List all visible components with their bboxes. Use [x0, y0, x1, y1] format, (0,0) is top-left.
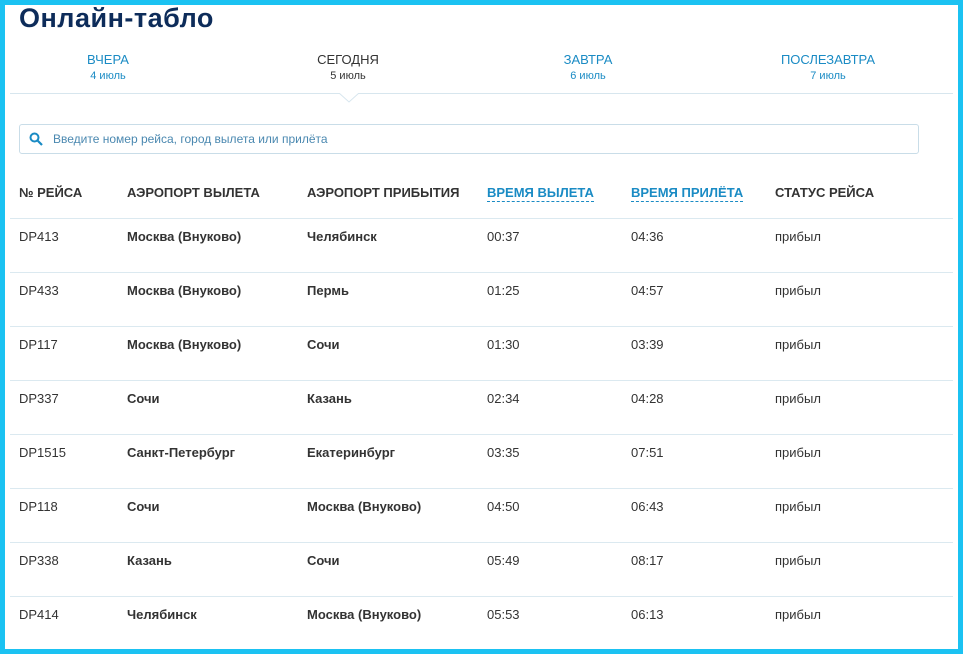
row-divider [10, 380, 953, 381]
column-header[interactable]: ВРЕМЯ ВЫЛЕТА [487, 185, 594, 202]
table-cell: Казань [127, 553, 172, 568]
table-cell: DP1515 [19, 445, 66, 460]
table-cell: 04:28 [631, 391, 664, 406]
table-cell: прибыл [775, 553, 821, 568]
table-cell: Москва (Внуково) [127, 337, 242, 352]
tab-date: 6 июль [570, 70, 606, 82]
active-notch [339, 93, 359, 103]
table-cell: 05:49 [487, 553, 520, 568]
table-cell: DP433 [19, 283, 59, 298]
table-cell: Санкт-Петербург [127, 445, 236, 460]
table-cell: 06:13 [631, 607, 664, 622]
table-cell: Пермь [307, 283, 349, 298]
row-divider [10, 488, 953, 489]
tab-label: ПОСЛЕЗАВТРА [780, 52, 876, 67]
table-cell: прибыл [775, 445, 821, 460]
row-divider [10, 596, 953, 597]
day-tab[interactable]: ПОСЛЕЗАВТРА 7 июль [728, 52, 928, 82]
table-cell: Челябинск [307, 229, 377, 244]
table-cell: Казань [307, 391, 352, 406]
column-header: СТАТУС РЕЙСА [775, 185, 875, 200]
day-tab[interactable]: ВЧЕРА 4 июль [8, 52, 208, 82]
row-divider [10, 542, 953, 543]
table-cell: Москва (Внуково) [127, 283, 242, 298]
table-cell: DP117 [19, 337, 58, 352]
table-cell: 03:35 [487, 445, 520, 460]
table-cell: Москва (Внуково) [127, 229, 242, 244]
table-cell: Москва (Внуково) [307, 607, 422, 622]
row-divider [10, 326, 953, 327]
divider [10, 93, 953, 94]
tab-label: ВЧЕРА [87, 52, 129, 67]
row-divider [10, 218, 953, 219]
table-cell: 04:50 [487, 499, 520, 514]
table-cell: прибыл [775, 499, 821, 514]
table-cell: Сочи [127, 391, 160, 406]
table-cell: 05:53 [487, 607, 520, 622]
table-cell: Сочи [307, 337, 340, 352]
column-header: АЭРОПОРТ ПРИБЫТИЯ [307, 185, 460, 200]
tab-label: ЗАВТРА [563, 52, 613, 67]
page-title: Онлайн-табло [19, 3, 214, 33]
table-cell: Челябинск [127, 607, 197, 622]
table-cell: 06:43 [631, 499, 664, 514]
table-cell: Екатеринбург [307, 445, 396, 460]
search-box[interactable]: Введите номер рейса, город вылета или пр… [19, 124, 919, 154]
tab-date: 7 июль [810, 70, 846, 82]
table-cell: прибыл [775, 337, 821, 352]
tab-label: СЕГОДНЯ [317, 52, 379, 67]
column-header: № РЕЙСА [19, 185, 83, 200]
tab-date: 4 июль [90, 70, 126, 82]
table-cell: прибыл [775, 283, 821, 298]
table-cell: Сочи [307, 553, 340, 568]
table-cell: DP337 [19, 391, 59, 406]
row-divider [10, 272, 953, 273]
table-cell: 02:34 [487, 391, 520, 406]
search-placeholder: Введите номер рейса, город вылета или пр… [53, 132, 328, 146]
table-cell: 03:39 [631, 337, 664, 352]
table-cell: прибыл [775, 391, 821, 406]
table-cell: DP413 [19, 229, 59, 244]
row-divider [10, 434, 953, 435]
table-cell: 01:30 [487, 337, 520, 352]
table-cell: 08:17 [631, 553, 664, 568]
column-header[interactable]: ВРЕМЯ ПРИЛЁТА [631, 185, 744, 202]
table-cell: DP414 [19, 607, 59, 622]
column-header: АЭРОПОРТ ВЫЛЕТА [127, 185, 260, 200]
table-cell: прибыл [775, 607, 821, 622]
table-cell: Сочи [127, 499, 160, 514]
day-tab[interactable]: ЗАВТРА 6 июль [488, 52, 688, 82]
table-cell: 04:36 [631, 229, 664, 244]
table-cell: 04:57 [631, 283, 664, 298]
table-cell: DP338 [19, 553, 59, 568]
day-tab[interactable]: СЕГОДНЯ 5 июль [248, 52, 448, 82]
search-icon [29, 132, 43, 146]
table-cell: 01:25 [487, 283, 520, 298]
table-cell: Москва (Внуково) [307, 499, 422, 514]
table-cell: прибыл [775, 229, 821, 244]
table-cell: 00:37 [487, 229, 520, 244]
tab-date: 5 июль [330, 70, 366, 82]
table-cell: 07:51 [631, 445, 664, 460]
table-cell: DP118 [19, 499, 58, 514]
